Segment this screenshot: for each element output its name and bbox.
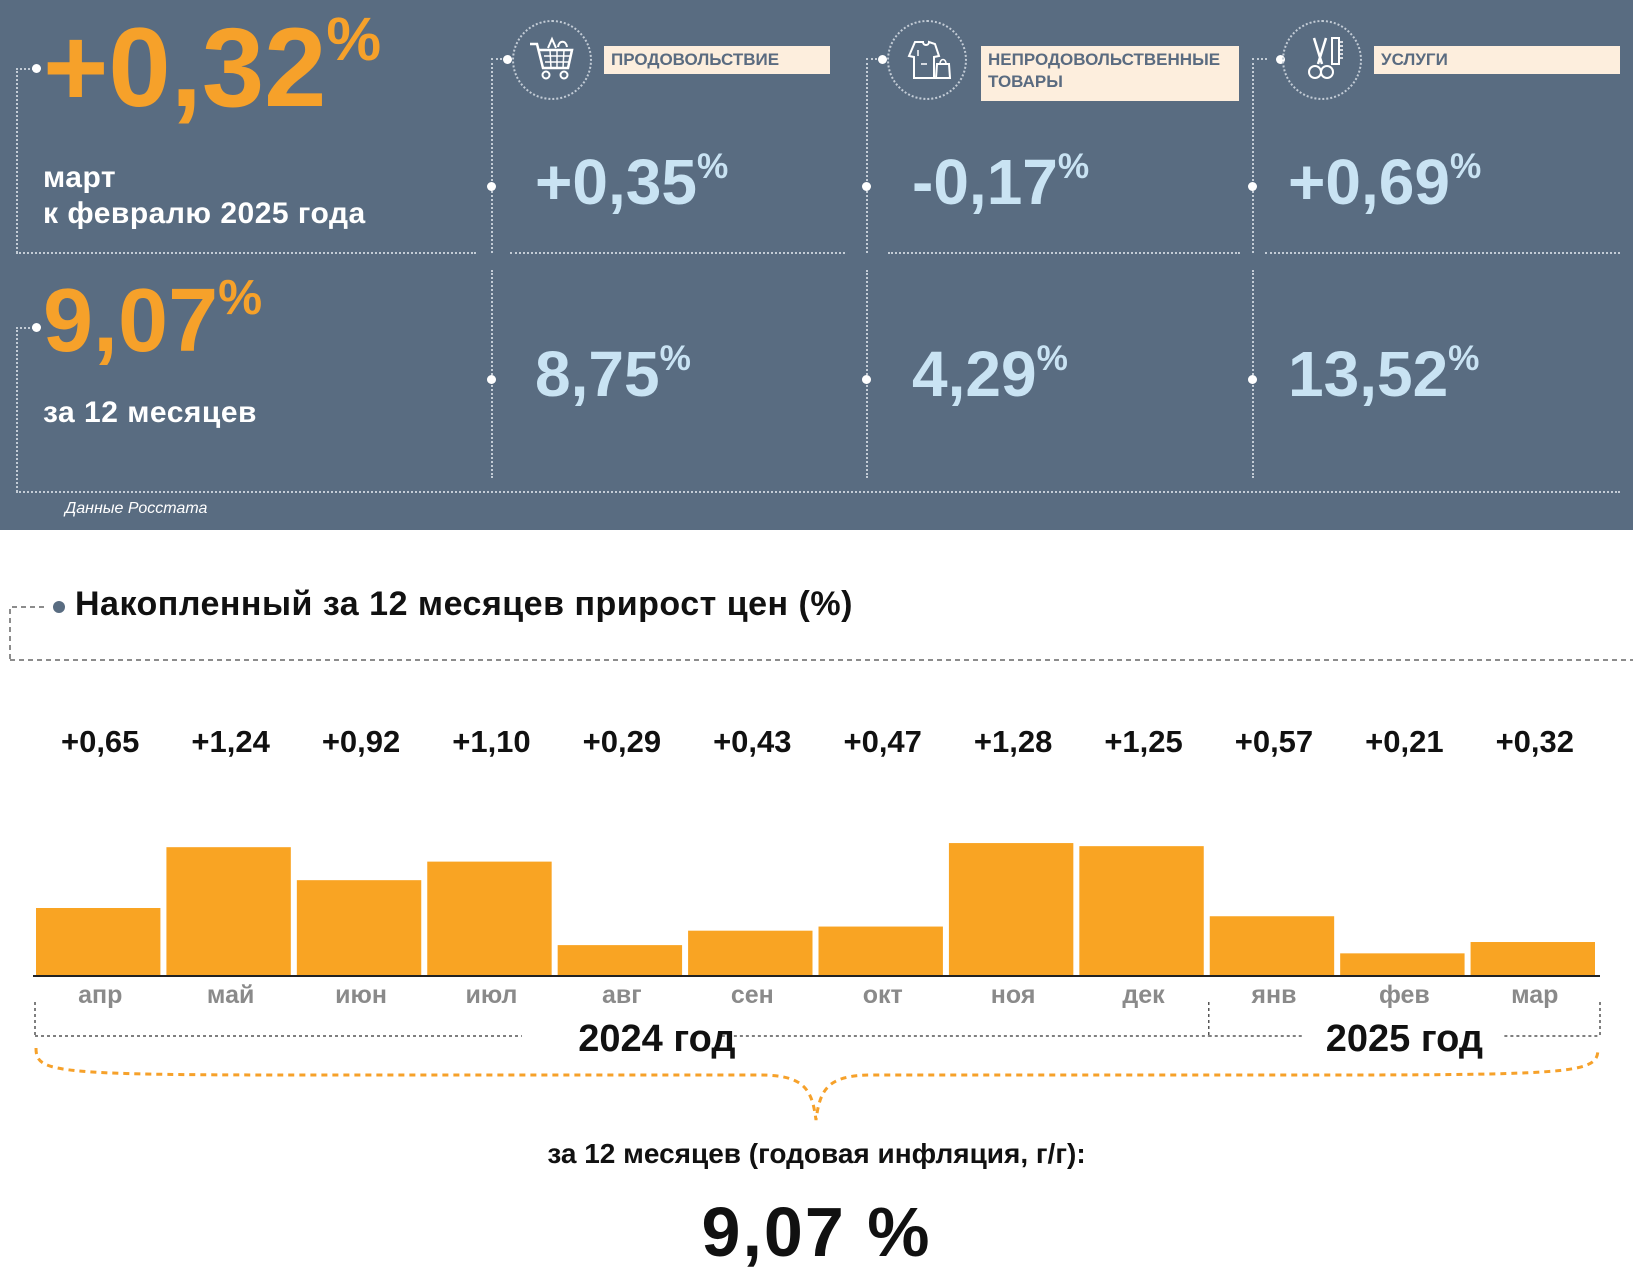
divider (491, 58, 493, 253)
year-brackets: 2024 год 2025 год (34, 1002, 1601, 1060)
month-label-апр: апр (78, 981, 122, 1009)
month-label-ноя: ноя (991, 981, 1036, 1009)
category-label-nonfood-line1: НЕПРОДОВОЛЬСТВЕННЫЕ (988, 50, 1221, 69)
divider (866, 270, 868, 478)
summary-panel: +0,32% март к февралю 2025 года 9,07% за… (0, 0, 1633, 530)
total-brace (34, 1047, 1600, 1121)
monthly-cpi-value: +0,32% (43, 4, 382, 130)
bar-авг (557, 945, 683, 975)
bar-фев (1340, 953, 1465, 975)
bar-янв (1209, 916, 1335, 975)
divider (491, 270, 493, 478)
connector-dot (503, 55, 512, 64)
food-annual-value: 8,75% (535, 338, 691, 410)
connector-dot (862, 182, 871, 191)
month-label-авг: авг (602, 981, 642, 1009)
services-annual-value: 13,52% (1288, 338, 1480, 410)
connector-dot (32, 323, 41, 332)
services-monthly-value: +0,69% (1288, 146, 1482, 218)
value-label-янв: +0,57 (1235, 724, 1313, 759)
annual-inflation-label: за 12 месяцев (годовая инфляция, г/г): (547, 1138, 1086, 1169)
bar-окт (818, 926, 943, 975)
value-label-июл: +1,10 (452, 724, 530, 759)
bars (36, 843, 1595, 975)
bar-июл (427, 861, 552, 975)
bar-мар (1470, 942, 1595, 975)
nonfood-annual-value: 4,29% (912, 338, 1068, 410)
divider (16, 327, 18, 492)
bar-июн (296, 880, 422, 975)
bar-сен (688, 930, 813, 975)
bar-апр (36, 908, 161, 975)
category-label-nonfood-line2: ТОВАРЫ (988, 72, 1063, 91)
month-label-дек: дек (1122, 981, 1165, 1009)
divider (16, 491, 1620, 493)
divider (16, 252, 476, 254)
connector-dot (32, 64, 41, 73)
title-bracket (9, 606, 44, 660)
connector-dot (1248, 375, 1257, 384)
value-label-дек: +1,25 (1104, 724, 1182, 759)
value-label-июн: +0,92 (322, 724, 400, 759)
shopping-cart-icon (512, 20, 592, 100)
bar-май (166, 847, 291, 975)
connector-dot (487, 182, 496, 191)
divider (1265, 252, 1620, 254)
month-label-окт: окт (863, 981, 903, 1009)
connector-dot (878, 55, 887, 64)
month-label-мар: мар (1511, 981, 1558, 1009)
value-label-апр: +0,65 (61, 724, 139, 759)
value-label-ноя: +1,28 (974, 724, 1052, 759)
year-label: 2024 год (578, 1018, 735, 1060)
food-monthly-value: +0,35% (535, 146, 729, 218)
connector-dot (862, 375, 871, 384)
divider (16, 68, 18, 253)
divider (16, 68, 38, 70)
connector-dot (1248, 182, 1257, 191)
month-label-фев: фев (1379, 981, 1430, 1009)
chart-title: Накопленный за 12 месяцев прирост цен (%… (75, 585, 853, 623)
divider (1252, 58, 1267, 60)
month-label-сен: сен (731, 981, 774, 1009)
annual-inflation-value: 9,07 % (701, 1193, 932, 1271)
annual-caption: за 12 месяцев (43, 396, 257, 429)
monthly-caption-line2: к февралю 2025 года (43, 197, 366, 230)
divider (491, 58, 506, 60)
source-note: Данные Росстата (65, 500, 208, 517)
divider (1252, 58, 1254, 253)
connector-dot (1276, 55, 1285, 64)
divider (1252, 270, 1254, 478)
bar-ноя (948, 843, 1074, 975)
month-label-июн: июн (335, 981, 387, 1009)
month-labels: апр май июн июл авг сен окт ноя дек янв фев мар (78, 981, 1558, 1009)
category-label-food: ПРОДОВОЛЬСТВИЕ (604, 46, 830, 74)
category-label-services: УСЛУГИ (1374, 46, 1620, 74)
value-label-авг: +0,29 (583, 724, 661, 759)
divider (16, 327, 38, 329)
month-label-май: май (207, 981, 254, 1009)
value-label-мар: +0,32 (1496, 724, 1574, 759)
title-dot (53, 601, 65, 613)
value-label-май: +1,24 (191, 724, 270, 759)
value-label-окт: +0,47 (843, 724, 921, 759)
nonfood-monthly-value: -0,17% (912, 146, 1090, 218)
divider (866, 58, 881, 60)
divider (510, 252, 845, 254)
clothes-bag-icon (887, 20, 967, 100)
month-label-янв: янв (1250, 981, 1296, 1009)
scissors-comb-icon (1282, 20, 1362, 100)
value-labels: +0,65 +1,24 +0,92 +1,10 +0,29 +0,43 +0,47 +1,28… (61, 724, 1574, 759)
monthly-caption-line1: март (43, 161, 117, 194)
value-label-фев: +0,21 (1365, 724, 1443, 759)
month-label-июл: июл (465, 981, 517, 1009)
year-label: 2025 год (1326, 1018, 1483, 1060)
bar-дек (1079, 846, 1204, 975)
annual-cpi-value: 9,07% (43, 269, 263, 371)
connector-dot (487, 375, 496, 384)
value-label-сен: +0,43 (713, 724, 791, 759)
divider (888, 252, 1240, 254)
divider (866, 58, 868, 253)
category-label-nonfood: НЕПРОДОВОЛЬСТВЕННЫЕ ТОВАРЫ (981, 46, 1239, 101)
